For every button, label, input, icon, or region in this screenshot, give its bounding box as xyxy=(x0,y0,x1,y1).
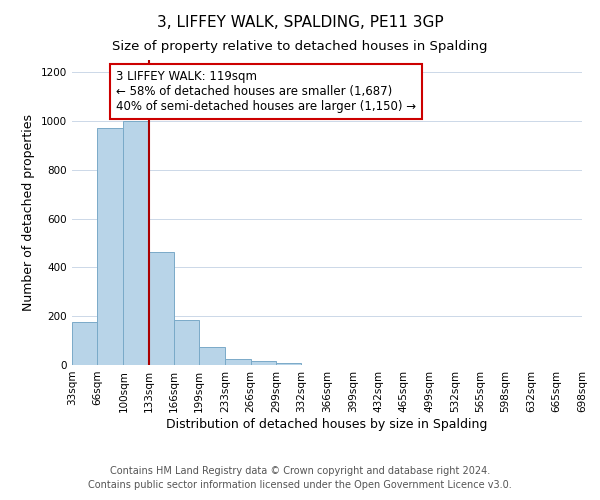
Text: Contains HM Land Registry data © Crown copyright and database right 2024.
Contai: Contains HM Land Registry data © Crown c… xyxy=(88,466,512,490)
Text: Size of property relative to detached houses in Spalding: Size of property relative to detached ho… xyxy=(112,40,488,53)
Bar xyxy=(72,322,97,365)
Bar xyxy=(226,359,251,365)
Text: 3, LIFFEY WALK, SPALDING, PE11 3GP: 3, LIFFEY WALK, SPALDING, PE11 3GP xyxy=(157,15,443,30)
Bar xyxy=(199,346,226,365)
Bar xyxy=(174,320,199,365)
Y-axis label: Number of detached properties: Number of detached properties xyxy=(22,114,35,311)
Bar xyxy=(149,252,174,365)
Bar xyxy=(124,121,149,365)
Bar xyxy=(97,128,124,365)
Text: 3 LIFFEY WALK: 119sqm
← 58% of detached houses are smaller (1,687)
40% of semi-d: 3 LIFFEY WALK: 119sqm ← 58% of detached … xyxy=(116,70,416,113)
Bar xyxy=(251,362,276,365)
X-axis label: Distribution of detached houses by size in Spalding: Distribution of detached houses by size … xyxy=(166,418,488,430)
Bar xyxy=(276,362,301,365)
